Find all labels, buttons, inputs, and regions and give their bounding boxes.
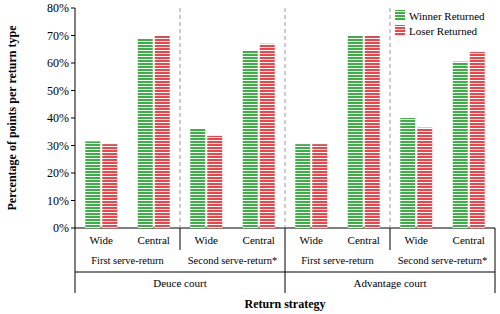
dashed-separator bbox=[180, 8, 181, 228]
y-tick-label: 30% bbox=[47, 139, 69, 153]
group-label: Second serve-return* bbox=[188, 255, 278, 266]
x-tick-label: Wide bbox=[90, 234, 113, 246]
bar bbox=[453, 62, 468, 228]
y-tick-label: 60% bbox=[47, 56, 69, 70]
y-tick bbox=[71, 118, 75, 119]
x-tick-label: Wide bbox=[405, 234, 428, 246]
supergroup-separator bbox=[75, 250, 76, 293]
group-separator bbox=[495, 228, 496, 250]
x-tick-label: Central bbox=[243, 234, 275, 246]
x-tick-label: Central bbox=[348, 234, 380, 246]
group-separator bbox=[285, 228, 286, 250]
y-tick bbox=[71, 90, 75, 91]
y-tick-label: 40% bbox=[47, 111, 69, 125]
y-tick bbox=[71, 35, 75, 36]
bar bbox=[417, 128, 432, 228]
group-separator bbox=[180, 228, 181, 250]
legend-swatch bbox=[395, 10, 405, 21]
bar bbox=[138, 38, 153, 228]
y-tick bbox=[71, 63, 75, 64]
group-label: Second serve-return* bbox=[398, 255, 488, 266]
y-tick-label: 70% bbox=[47, 29, 69, 43]
bar bbox=[470, 52, 485, 228]
y-tick-label: 80% bbox=[47, 1, 69, 15]
bar bbox=[260, 44, 275, 228]
bar bbox=[85, 141, 100, 228]
supergroup-separator bbox=[285, 250, 286, 293]
bar bbox=[348, 36, 363, 229]
y-tick bbox=[71, 8, 75, 9]
dashed-separator bbox=[285, 8, 286, 228]
dashed-separator bbox=[390, 8, 391, 228]
legend-swatch bbox=[395, 25, 405, 36]
x-axis-label: Return strategy bbox=[245, 297, 326, 311]
group-label: First serve-return bbox=[301, 255, 374, 266]
x-tick-label: Wide bbox=[195, 234, 218, 246]
y-axis-label: Percentage of points per return type bbox=[5, 25, 19, 211]
supergroup-separator bbox=[495, 250, 496, 293]
chart-svg: 0% 10% 20% 30% 40% 50% 60% 70% 80% Percentage of … bbox=[0, 0, 500, 314]
x-tick-label: Wide bbox=[300, 234, 323, 246]
bar bbox=[102, 144, 117, 228]
bar bbox=[365, 36, 380, 229]
bar bbox=[190, 129, 205, 228]
y-tick-label: 0% bbox=[53, 221, 69, 235]
bar bbox=[207, 136, 222, 228]
group-separator bbox=[390, 228, 391, 250]
y-tick bbox=[71, 173, 75, 174]
y-tick-label: 50% bbox=[47, 84, 69, 98]
y-tick-label: 20% bbox=[47, 166, 69, 180]
x-tick-label: Central bbox=[138, 234, 170, 246]
bar bbox=[312, 144, 327, 228]
legend-label: Loser Returned bbox=[409, 25, 478, 37]
bar bbox=[243, 51, 258, 228]
y-tick bbox=[71, 200, 75, 201]
supergroup-label: Deuce court bbox=[153, 277, 206, 289]
y-tick-label: 10% bbox=[47, 194, 69, 208]
group-label: First serve-return bbox=[91, 255, 164, 266]
group-separator bbox=[75, 228, 76, 250]
chart-container: 0% 10% 20% 30% 40% 50% 60% 70% 80% Percentage of … bbox=[0, 0, 500, 314]
bar bbox=[400, 118, 415, 228]
legend-label: Winner Returned bbox=[409, 10, 485, 22]
y-tick bbox=[71, 228, 75, 229]
supergroup-label: Advantage court bbox=[354, 277, 427, 289]
x-tick-label: Central bbox=[453, 234, 485, 246]
bar bbox=[295, 144, 310, 228]
bar bbox=[155, 36, 170, 229]
y-tick bbox=[71, 145, 75, 146]
legend: Winner Returned Loser Returned bbox=[395, 10, 485, 37]
